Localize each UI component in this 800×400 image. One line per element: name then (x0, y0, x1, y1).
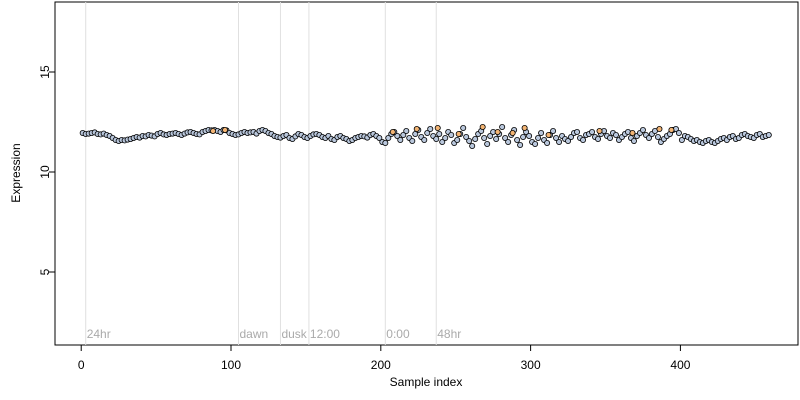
point (556, 138, 563, 145)
point (389, 128, 396, 135)
point (481, 134, 488, 141)
point (545, 131, 552, 138)
point (550, 127, 557, 134)
point (580, 136, 587, 143)
x-tick-label: 300 (521, 358, 541, 372)
event-label: 24hr (87, 327, 111, 341)
point (385, 134, 392, 141)
point (596, 127, 603, 134)
point (526, 132, 533, 139)
point (589, 128, 596, 135)
point (382, 139, 389, 146)
point (394, 132, 401, 139)
point (484, 140, 491, 147)
point (505, 138, 512, 145)
point (469, 142, 476, 149)
point (433, 135, 440, 142)
event-label: 0:00 (386, 327, 410, 341)
point (678, 136, 685, 143)
point (639, 127, 646, 134)
point (376, 134, 383, 141)
point (521, 125, 528, 132)
point (413, 126, 420, 133)
point (442, 134, 449, 141)
point (463, 133, 470, 140)
point (553, 134, 560, 141)
point (502, 134, 509, 141)
event-label: dusk (281, 327, 307, 341)
point (466, 137, 473, 144)
point (568, 133, 575, 140)
plot-frame (54, 1, 799, 346)
point (409, 137, 416, 144)
point (645, 134, 652, 141)
point (607, 134, 614, 141)
point (427, 126, 434, 133)
point (765, 131, 772, 138)
y-tick-label: 10 (38, 165, 52, 179)
point (210, 127, 217, 134)
event-label: 12:00 (310, 327, 340, 341)
point (472, 135, 479, 142)
point (574, 128, 581, 135)
point (222, 127, 229, 134)
x-tick-label: 400 (670, 358, 690, 372)
point (656, 126, 663, 133)
point (514, 136, 521, 143)
x-axis-label: Sample index (390, 375, 463, 389)
y-tick-label: 15 (38, 65, 52, 79)
y-axis-label: Expression (9, 143, 23, 202)
point (448, 131, 455, 138)
point (520, 133, 527, 140)
point (455, 130, 462, 137)
point (421, 136, 428, 143)
point (509, 129, 516, 136)
point (654, 133, 661, 140)
point (612, 131, 619, 138)
point (493, 135, 500, 142)
point (400, 131, 407, 138)
point (517, 141, 524, 148)
event-label: 48hr (437, 327, 461, 341)
point (494, 128, 501, 135)
point (544, 139, 551, 146)
point (538, 129, 545, 136)
point (668, 127, 675, 134)
point (424, 129, 431, 136)
x-tick-label: 200 (371, 358, 391, 372)
point (675, 129, 682, 136)
event-label: dawn (240, 327, 269, 341)
point (595, 135, 602, 142)
point (629, 129, 636, 136)
point (460, 125, 467, 132)
point (535, 134, 542, 141)
point (487, 132, 494, 139)
point (403, 127, 410, 134)
x-tick-label: 100 (221, 358, 241, 372)
y-tick-label: 5 (38, 268, 52, 275)
point (630, 137, 637, 144)
point (565, 137, 572, 144)
point (439, 138, 446, 145)
point (479, 124, 486, 131)
point (434, 125, 441, 132)
point (499, 124, 506, 131)
point (397, 136, 404, 143)
point (436, 130, 443, 137)
point (454, 136, 461, 143)
x-tick-label: 0 (78, 358, 85, 372)
point (532, 140, 539, 147)
